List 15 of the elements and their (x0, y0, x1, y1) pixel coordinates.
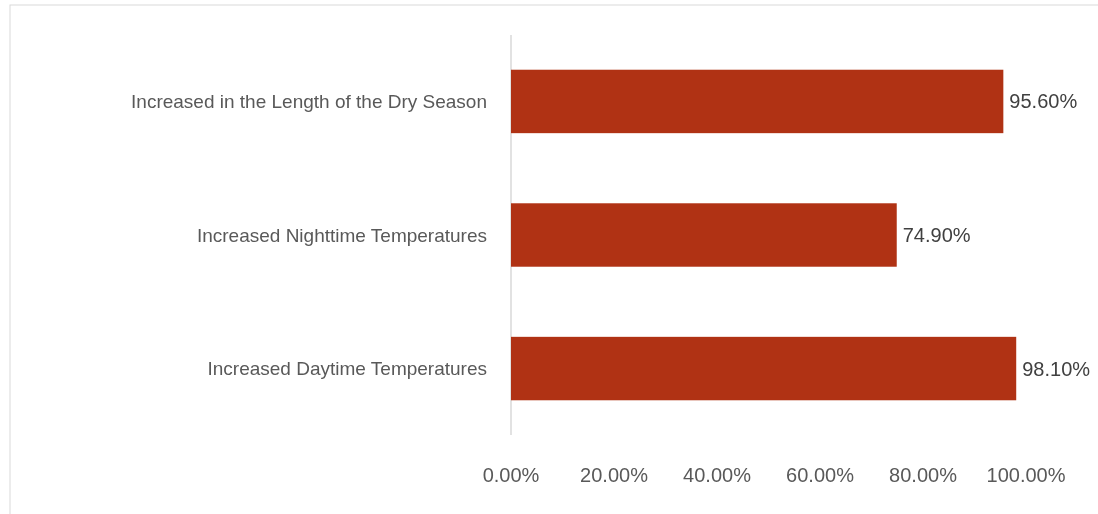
x-tick-label: 80.00% (889, 464, 958, 486)
bar (511, 336, 1017, 401)
x-tick-label: 40.00% (683, 464, 752, 486)
y-tick-label: Increased Nighttime Temperatures (196, 224, 487, 246)
y-tick-label: Increased in the Length of the Dry Season (131, 91, 487, 113)
data-label: 98.10% (1022, 357, 1091, 380)
x-tick-label: 20.00% (580, 464, 649, 486)
data-label: 95.60% (1009, 90, 1078, 113)
x-tick-label: 60.00% (786, 464, 855, 486)
data-label: 74.90% (902, 224, 971, 246)
y-tick-label: Increased Daytime Temperatures (207, 358, 487, 380)
bar (511, 203, 897, 267)
x-tick-label: 0.00% (482, 464, 540, 486)
bar (511, 69, 1004, 134)
x-tick-label: 100.00% (986, 464, 1066, 486)
